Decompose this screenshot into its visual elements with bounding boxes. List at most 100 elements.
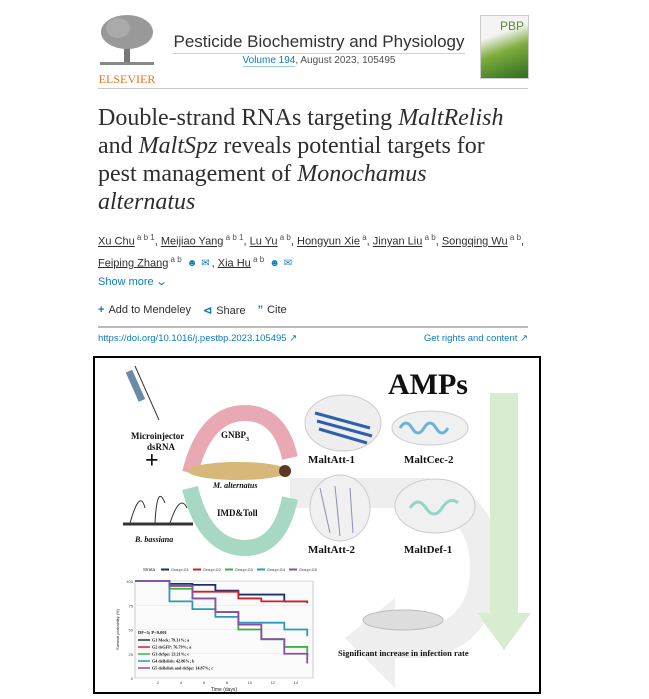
background-arrow xyxy=(290,478,500,688)
gnbp-label: GNBP3 xyxy=(221,430,249,443)
legend-entry: Group=G4 xyxy=(267,568,285,572)
legend-title: Strata xyxy=(143,567,156,572)
author-affiliation[interactable]: a b xyxy=(507,233,522,242)
fungus-icon xyxy=(123,495,193,526)
author-link[interactable]: Feiping Zhang xyxy=(98,257,169,270)
x-tick-label: 6 xyxy=(203,680,206,685)
author-link[interactable]: Jinyan Liu xyxy=(372,235,423,248)
person-icon[interactable]: ☻ xyxy=(186,258,198,270)
pink-arrow xyxy=(182,404,298,476)
issue-info: , August 2023, 105495 xyxy=(295,55,396,66)
author-link[interactable]: Xia Hu xyxy=(217,257,251,270)
author-affiliation[interactable]: a b 1 xyxy=(134,233,155,242)
author-link[interactable]: Lu Yu xyxy=(249,235,278,248)
injector-label: Microinjector xyxy=(131,431,185,441)
y-tick-label: 75 xyxy=(129,603,134,608)
protein-maltatt2 xyxy=(309,474,371,542)
plus-icon: + xyxy=(145,448,159,474)
author-affiliation[interactable]: a b xyxy=(277,233,291,242)
show-more-label: Show more xyxy=(98,276,154,288)
protein-maltdef1 xyxy=(394,478,476,534)
cover-text: PBP xyxy=(499,19,524,33)
cite-label: Cite xyxy=(267,304,287,316)
header-divider xyxy=(98,88,528,89)
author-link[interactable]: Xu Chu xyxy=(98,235,135,248)
survival-line-5 xyxy=(135,580,309,664)
annotation-text: G5 dsRelish and dsSpz: 14.87%; c xyxy=(152,666,213,671)
email-icon[interactable]: ✉ xyxy=(201,258,210,270)
person-icon[interactable]: ☻ xyxy=(269,258,280,270)
journal-title[interactable]: Pesticide Biochemistry and Physiology xyxy=(173,32,465,54)
graphical-abstract[interactable]: AMPs Microinjector dsRNA + B. bassiana G… xyxy=(93,356,541,694)
green-arrow-shaft xyxy=(490,393,518,613)
x-tick-label: 12 xyxy=(271,680,276,685)
annotation-text: G2 dsGFP: 76.79%; a xyxy=(152,645,192,650)
chevron-down-icon: ⌄ xyxy=(154,276,168,288)
x-tick-label: 4 xyxy=(180,680,183,685)
legend-entry: Group=G3 xyxy=(235,568,253,572)
protein-maltatt1 xyxy=(304,394,382,452)
legend-entry: Group=G2 xyxy=(203,568,221,572)
protein-label: MaltCec-2 xyxy=(404,454,454,466)
annotation-text: G4 dsRelish: 42.86%; b xyxy=(152,659,195,664)
article-title: Double-strand RNAs targeting MaltRelish … xyxy=(98,104,528,216)
author-affiliation[interactable]: a xyxy=(360,233,367,242)
doi-link[interactable]: https://doi.org/10.1016/j.pestbp.2023.10… xyxy=(98,333,297,344)
infected-larva-icon xyxy=(362,609,444,631)
green-arrow-head xyxy=(477,613,531,650)
survival-chart: 0 25 50 75 100 2 4 6 8 10 12 14 Time (days) Survival … xyxy=(115,567,317,692)
x-tick-label: 14 xyxy=(294,680,299,685)
external-link-icon: ↗ xyxy=(520,333,528,344)
protein-maltcec2 xyxy=(391,410,469,446)
share-button[interactable]: ⊲ Share xyxy=(203,304,246,317)
title-part: MaltSpz xyxy=(138,133,218,159)
protein-label: MaltAtt-1 xyxy=(308,454,356,466)
show-more-button[interactable]: Show more ⌄ xyxy=(98,275,168,288)
quote-icon: ” xyxy=(257,304,264,316)
rights-link[interactable]: Get rights and content ↗ xyxy=(424,333,528,344)
author-affiliation[interactable]: a b xyxy=(250,254,265,264)
share-label: Share xyxy=(216,305,246,317)
x-tick-label: 10 xyxy=(248,680,253,685)
mendeley-label: Add to Mendeley xyxy=(108,304,191,316)
doi-text: https://doi.org/10.1016/j.pestbp.2023.10… xyxy=(98,333,287,344)
annotation-text: G3 dsSpz: 23.21%; c xyxy=(152,652,189,657)
y-tick-label: 0 xyxy=(131,676,134,681)
cite-button[interactable]: ” Cite xyxy=(258,304,287,317)
author-list: Xu Chu a b 1, Meijiao Yang a b 1, Lu Yu … xyxy=(98,229,528,273)
legend-entry: Group=G1 xyxy=(171,568,189,572)
pathway-label: IMD&Toll xyxy=(217,508,258,518)
y-tick-label: 100 xyxy=(126,579,133,584)
legend-entry: Group=G5 xyxy=(299,568,317,572)
author-link[interactable]: Meijiao Yang xyxy=(160,235,224,248)
fungus-label: B. bassiana xyxy=(135,535,174,544)
green-arrow xyxy=(182,485,298,557)
author-affiliation[interactable]: a b 1 xyxy=(223,233,244,242)
title-part: Double-strand RNAs targeting xyxy=(98,105,399,131)
microinjector-icon xyxy=(125,365,160,421)
rights-text: Get rights and content xyxy=(423,333,518,344)
annotation-text: G1 Mock: 79.31%; a xyxy=(152,638,190,643)
add-to-mendeley-button[interactable]: + Add to Mendeley xyxy=(98,304,191,317)
actions-divider xyxy=(98,326,528,328)
external-link-icon: ↗ xyxy=(289,333,298,344)
author-affiliation[interactable]: a b xyxy=(168,254,182,264)
share-icon: ⊲ xyxy=(203,305,213,317)
volume-link[interactable]: Volume 194 xyxy=(242,55,296,67)
author-link[interactable]: Songqing Wu xyxy=(441,235,508,248)
publisher-name: ELSEVIER xyxy=(98,72,156,86)
author-link[interactable]: Hongyun Xie xyxy=(297,235,360,248)
tree-icon xyxy=(100,15,154,65)
elsevier-logo[interactable]: ELSEVIER xyxy=(98,14,156,86)
issue-line: Volume 194, August 2023, 105495 xyxy=(160,55,478,67)
title-part: Monochamus alternatus xyxy=(98,161,427,215)
journal-cover[interactable]: PBP xyxy=(480,15,529,79)
x-tick-label: 8 xyxy=(226,680,229,685)
email-icon[interactable]: ✉ xyxy=(283,258,293,270)
infection-label: Significant increase in infection rate xyxy=(338,648,469,658)
stats-text: DF=5; P<0.001 xyxy=(138,630,168,635)
larva-label: M. alternatus xyxy=(213,481,258,490)
author-affiliation[interactable]: a b xyxy=(422,233,436,242)
larva-icon xyxy=(188,462,288,480)
amps-label: AMPs xyxy=(388,368,468,401)
